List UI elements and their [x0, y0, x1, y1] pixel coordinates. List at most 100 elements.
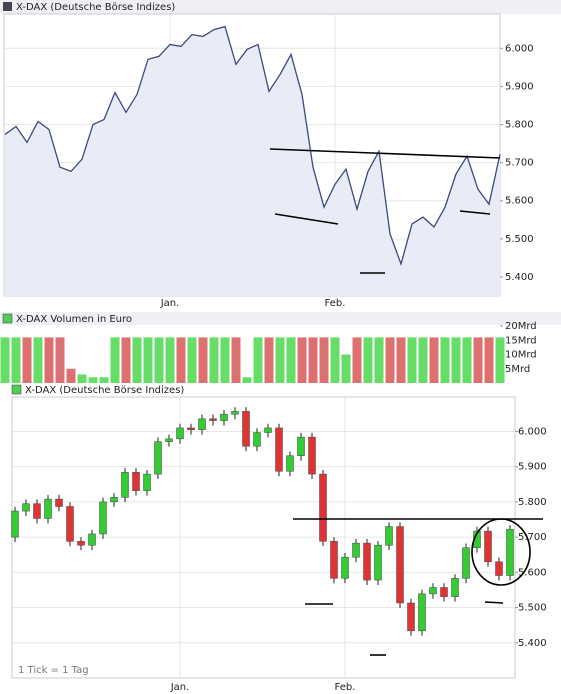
legend-swatch: [11, 384, 22, 395]
bar: [374, 337, 384, 383]
y-tick-label: 5.600: [518, 567, 547, 578]
candle-body: [308, 436, 316, 475]
candle-body: [209, 418, 217, 421]
plot-layer: 5.400 5.500 5.600 5.700 5.800 5.900 6.000 Jan. F…: [0, 14, 547, 693]
bar: [418, 337, 428, 383]
candle-body: [418, 593, 426, 632]
bar: [319, 337, 329, 383]
bar: [0, 337, 10, 383]
candle-body: [429, 587, 437, 595]
candle-body: [66, 506, 74, 542]
bar: [231, 337, 241, 383]
y-tick-label: 5.400: [505, 272, 534, 283]
bar: [451, 337, 461, 383]
bar: [308, 337, 318, 383]
bar: [132, 337, 142, 383]
candle-body: [407, 602, 415, 632]
candle-body: [88, 533, 96, 546]
bar: [253, 337, 263, 383]
chart-title: X-DAX (Deutsche Börse Indizes): [16, 2, 175, 13]
y-tick-label: 5.800: [518, 497, 547, 508]
annotation: 1 Tick = 1 Tag: [18, 665, 89, 676]
candle-body: [264, 427, 272, 433]
legend-swatch: [3, 2, 12, 11]
y-tick-label: 20Mrd: [505, 321, 537, 332]
candle-body: [253, 432, 261, 447]
candle-body: [242, 411, 250, 447]
trend-line: [274, 213, 339, 225]
bar: [363, 337, 373, 383]
trend-line: [269, 148, 501, 159]
y-tick-label: 6.000: [505, 43, 534, 54]
bar: [264, 337, 274, 383]
candle-body: [44, 498, 52, 519]
header-bar: [0, 312, 561, 325]
bar: [440, 337, 450, 383]
x-tick-label: Feb.: [325, 298, 346, 309]
bar: [286, 337, 296, 383]
bar: [495, 337, 505, 383]
candle-body: [220, 413, 228, 421]
bar: [22, 337, 32, 383]
candle-body: [286, 455, 294, 472]
candle-body: [462, 547, 470, 579]
candle-body: [297, 436, 305, 457]
candle-body: [484, 530, 492, 563]
candle-body: [132, 472, 140, 491]
y-tick-label: 5.600: [505, 196, 534, 207]
candle-body: [33, 503, 41, 519]
bar: [220, 337, 230, 383]
bar: [385, 337, 395, 383]
candle-body: [55, 498, 63, 507]
x-tick-label: Feb.: [335, 682, 356, 693]
bar: [462, 337, 472, 383]
bar: [297, 337, 307, 383]
bar: [352, 337, 362, 383]
bar: [143, 337, 153, 383]
candle-body: [385, 526, 393, 546]
candle-body: [143, 473, 151, 491]
y-tick-label: 5.700: [505, 158, 534, 169]
x-tick-label: Jan.: [170, 682, 190, 693]
bar: [154, 337, 164, 383]
bar: [187, 337, 197, 383]
bar: [110, 337, 120, 383]
trend-line: [484, 601, 504, 604]
highlight-circle: [471, 518, 531, 586]
trend-line: [459, 210, 491, 215]
header-bar: [0, 0, 561, 14]
bar: [242, 377, 252, 383]
bar: [44, 337, 54, 383]
y-tick-label: 15Mrd: [505, 335, 537, 346]
bar: [484, 337, 494, 383]
candle-body: [506, 529, 514, 576]
y-tick-label: 5.800: [505, 120, 534, 131]
bar: [165, 337, 175, 383]
bar: [275, 337, 285, 383]
bar: [396, 337, 406, 383]
candle-body: [396, 526, 404, 604]
candle-body: [176, 427, 184, 440]
bar: [209, 337, 219, 383]
bar: [99, 377, 109, 383]
candle-body: [495, 561, 503, 576]
bar: [66, 368, 76, 383]
trend-lines: [269, 148, 543, 656]
candle-body: [77, 541, 85, 546]
bar: [176, 337, 186, 383]
x-tick-label: Jan.: [160, 298, 180, 309]
y-tick-label: 5.900: [518, 462, 547, 473]
candle-body: [374, 544, 382, 581]
y-tick-label: 10Mrd: [505, 350, 537, 361]
candle-body: [363, 542, 371, 581]
candle-body: [319, 473, 327, 542]
candle-body: [22, 503, 30, 512]
y-tick-label: 5.500: [505, 234, 534, 245]
bar: [88, 377, 98, 383]
candle-body: [165, 438, 173, 442]
chart-title: X-DAX Volumen in Euro: [16, 314, 132, 325]
candle-body: [121, 472, 129, 498]
bar: [33, 337, 43, 383]
candle-body: [154, 441, 162, 475]
bar: [11, 337, 21, 383]
